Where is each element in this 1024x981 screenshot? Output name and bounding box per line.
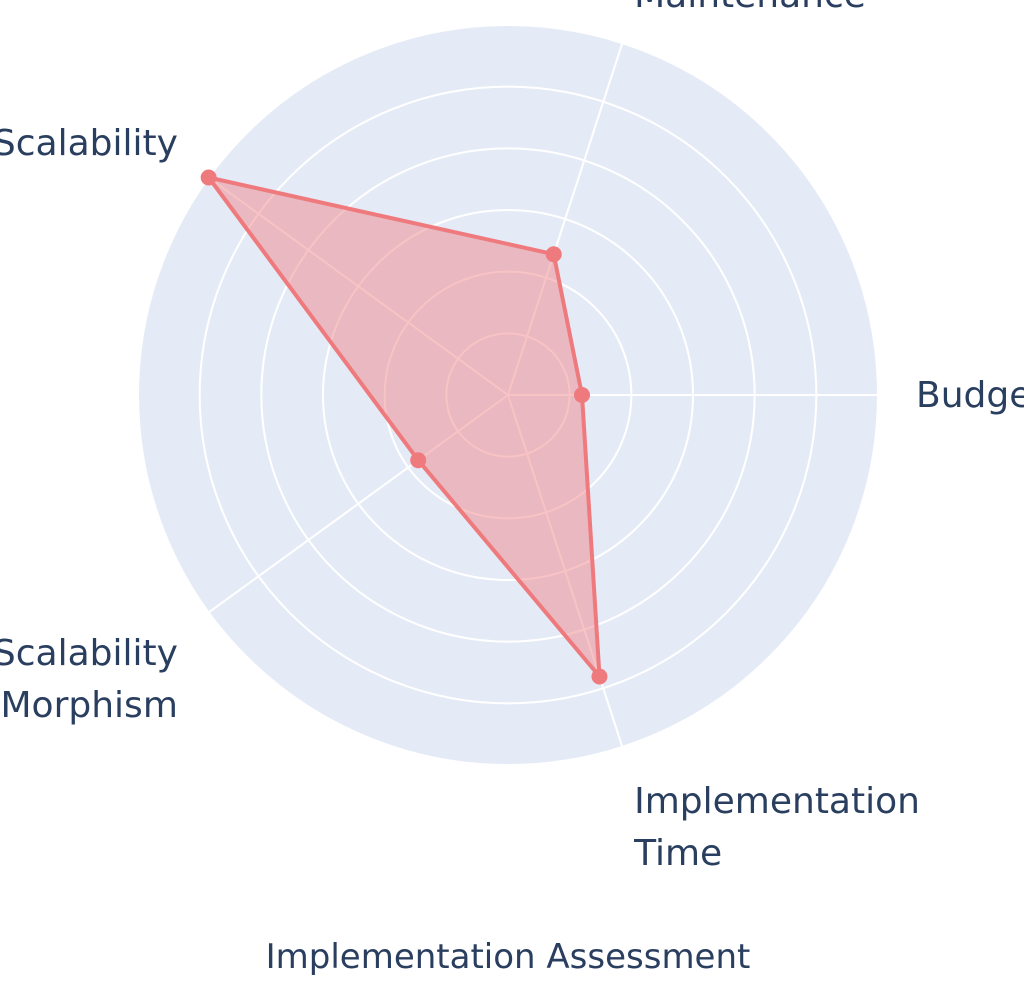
data-point-3: [410, 452, 427, 469]
axis-label-0: Budget: [916, 375, 1024, 416]
axis-label-3: Scalability Morphism: [0, 633, 178, 726]
axis-label-3-line-1: Morphism: [1, 685, 178, 726]
axis-labels: Budget Maintenance Scalability Scalability M…: [0, 0, 1024, 874]
grid-spoke-1: [507, 42, 624, 396]
axis-label-0-line-0: Budget: [916, 375, 1024, 416]
data-point-2: [200, 169, 217, 186]
chart-title: Implementation Assessment: [266, 937, 751, 977]
grid-spoke-4: [507, 394, 624, 748]
grid-spoke-3: [208, 394, 509, 614]
polar-grid: [137, 24, 879, 766]
axis-label-4-line-0: Implementation: [634, 781, 920, 822]
axis-label-1: Maintenance: [634, 0, 866, 16]
grid-spoke-2: [208, 176, 509, 396]
axis-label-1-line-0: Maintenance: [634, 0, 866, 16]
axis-label-3-line-0: Scalability: [0, 633, 178, 674]
data-point-0: [574, 387, 590, 403]
series-layer: [200, 169, 608, 685]
data-point-4: [591, 668, 608, 685]
series-area-0: [206, 175, 602, 679]
axis-label-4-line-1: Time: [633, 833, 722, 874]
axis-label-2: Scalability: [0, 123, 178, 164]
axis-label-4: Implementation Time: [633, 781, 920, 874]
axis-label-2-line-0: Scalability: [0, 123, 178, 164]
data-point-1: [545, 246, 562, 263]
